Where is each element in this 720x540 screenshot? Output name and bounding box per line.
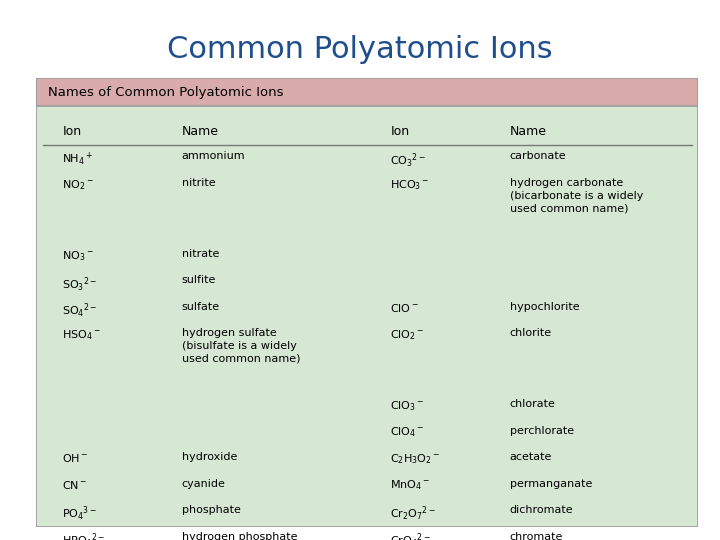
Text: CrO$_4$$^{2-}$: CrO$_4$$^{2-}$ xyxy=(390,531,431,540)
Text: ClO$_2$$^-$: ClO$_2$$^-$ xyxy=(390,328,425,342)
Text: CN$^-$: CN$^-$ xyxy=(63,478,88,491)
Text: chromate: chromate xyxy=(510,531,563,540)
Text: hydrogen carbonate
(bicarbonate is a widely
used common name): hydrogen carbonate (bicarbonate is a wid… xyxy=(510,178,643,213)
Text: sulfate: sulfate xyxy=(181,302,220,312)
Text: Ion: Ion xyxy=(390,125,410,138)
Text: SO$_4$$^{2-}$: SO$_4$$^{2-}$ xyxy=(63,302,98,320)
Text: Name: Name xyxy=(181,125,219,138)
Text: perchlorate: perchlorate xyxy=(510,426,574,436)
Text: HCO$_3$$^-$: HCO$_3$$^-$ xyxy=(390,178,430,192)
Text: ClO$_4$$^-$: ClO$_4$$^-$ xyxy=(390,426,425,440)
Text: HSO$_4$$^-$: HSO$_4$$^-$ xyxy=(63,328,102,342)
Text: CO$_3$$^{2-}$: CO$_3$$^{2-}$ xyxy=(390,151,426,170)
Text: NO$_2$$^-$: NO$_2$$^-$ xyxy=(63,178,94,192)
Text: dichromate: dichromate xyxy=(510,505,573,515)
Text: phosphate: phosphate xyxy=(181,505,240,515)
Text: permanganate: permanganate xyxy=(510,478,592,489)
Text: OH$^-$: OH$^-$ xyxy=(63,452,89,464)
Text: ClO$_3$$^-$: ClO$_3$$^-$ xyxy=(390,399,425,413)
Text: carbonate: carbonate xyxy=(510,151,566,161)
Text: acetate: acetate xyxy=(510,452,552,462)
Text: nitrite: nitrite xyxy=(181,178,215,188)
FancyBboxPatch shape xyxy=(36,106,698,526)
Text: hydrogen sulfate
(bisulfate is a widely
used common name): hydrogen sulfate (bisulfate is a widely … xyxy=(181,328,300,364)
Text: ammonium: ammonium xyxy=(181,151,246,161)
Text: Cr$_2$O$_7$$^{2-}$: Cr$_2$O$_7$$^{2-}$ xyxy=(390,505,436,523)
Text: PO$_4$$^{3-}$: PO$_4$$^{3-}$ xyxy=(63,505,97,523)
Text: C$_2$H$_3$O$_2$$^-$: C$_2$H$_3$O$_2$$^-$ xyxy=(390,452,441,466)
Text: nitrate: nitrate xyxy=(181,249,219,259)
FancyBboxPatch shape xyxy=(36,78,698,106)
Text: hydrogen phosphate: hydrogen phosphate xyxy=(181,531,297,540)
Text: chlorate: chlorate xyxy=(510,399,556,409)
Text: HPO$_4$$^{2-}$: HPO$_4$$^{2-}$ xyxy=(63,531,106,540)
Text: Names of Common Polyatomic Ions: Names of Common Polyatomic Ions xyxy=(48,86,284,99)
Text: cyanide: cyanide xyxy=(181,478,225,489)
Text: SO$_3$$^{2-}$: SO$_3$$^{2-}$ xyxy=(63,275,98,294)
Text: Ion: Ion xyxy=(63,125,81,138)
Text: NO$_3$$^-$: NO$_3$$^-$ xyxy=(63,249,94,262)
Text: Name: Name xyxy=(510,125,546,138)
Text: chlorite: chlorite xyxy=(510,328,552,338)
Text: Common Polyatomic Ions: Common Polyatomic Ions xyxy=(167,35,553,64)
Text: NH$_4$$^+$: NH$_4$$^+$ xyxy=(63,151,94,168)
Text: ClO$^-$: ClO$^-$ xyxy=(390,302,419,314)
Text: sulfite: sulfite xyxy=(181,275,216,285)
Text: MnO$_4$$^-$: MnO$_4$$^-$ xyxy=(390,478,431,492)
Text: hypochlorite: hypochlorite xyxy=(510,302,580,312)
Text: hydroxide: hydroxide xyxy=(181,452,237,462)
